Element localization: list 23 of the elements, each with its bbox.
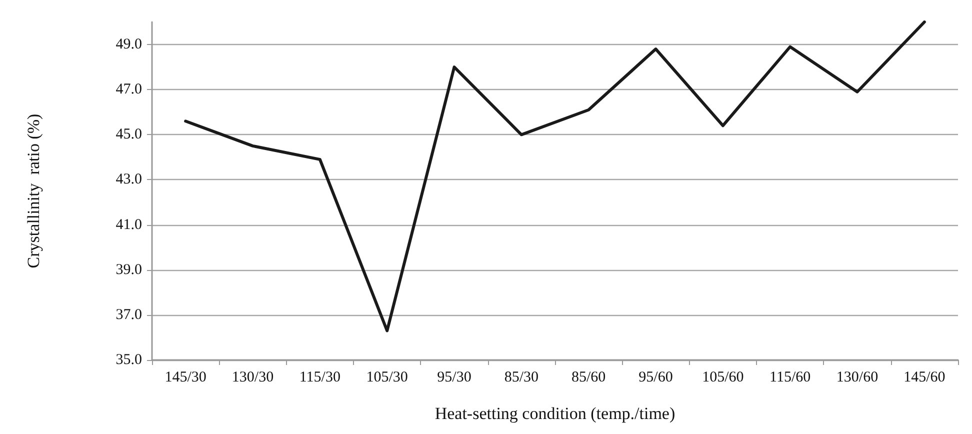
x-tick-label: 105/30 (366, 370, 408, 386)
y-tick-label: 41.0 (116, 216, 142, 233)
x-tick-label: 85/30 (504, 370, 539, 386)
y-tick-label: 37.0 (116, 306, 142, 323)
x-tick-label: 85/60 (571, 370, 606, 386)
y-tick-label: 47.0 (116, 82, 142, 98)
x-tick-label: 145/30 (164, 370, 206, 386)
y-axis-title: Crystallinity ratio (%) (24, 114, 43, 268)
x-tick-label: 105/60 (702, 370, 744, 386)
y-tick-label: 45.0 (116, 126, 142, 143)
x-tick-label: 145/60 (904, 370, 946, 386)
y-tick-label: 35.0 (116, 352, 142, 368)
x-tick-label: 95/30 (437, 370, 472, 386)
x-tick-label: 115/60 (770, 370, 811, 386)
x-tick-label: 130/60 (836, 370, 878, 386)
x-tick-label: 115/30 (299, 370, 340, 386)
y-tick-label: 39.0 (116, 262, 142, 278)
y-tick-label: 49.0 (116, 36, 142, 53)
y-tick-label: 43.0 (116, 172, 142, 188)
x-tick-label: 95/60 (638, 370, 673, 386)
x-axis-title: Heat-setting condition (temp./time) (434, 404, 676, 423)
x-tick-label: 130/30 (232, 370, 274, 386)
line-series (184, 20, 926, 332)
